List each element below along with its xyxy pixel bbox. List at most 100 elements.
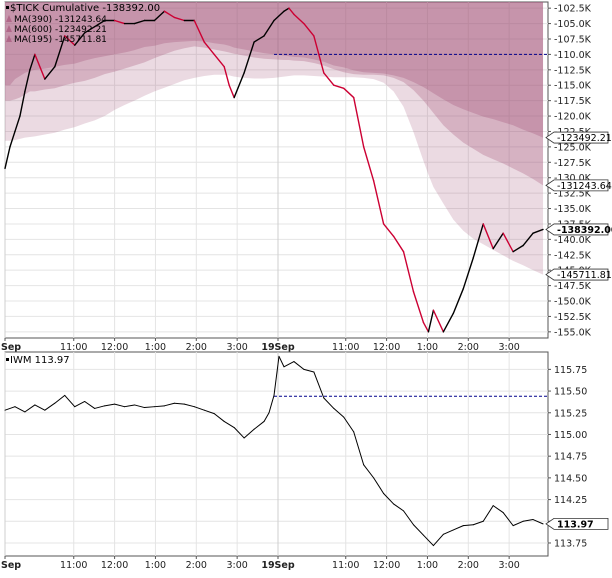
title-marker — [6, 6, 9, 9]
price-segment — [84, 400, 96, 409]
y-tick-label: 115.25 — [554, 408, 587, 419]
legend-entry: MA(195) -145711.81 — [14, 35, 107, 45]
price-segment — [273, 10, 285, 22]
title-marker — [6, 358, 9, 361]
x-tick-label: Sep — [1, 342, 21, 353]
y-tick-label: 113.75 — [554, 538, 587, 549]
x-tick-label: 12:00 — [373, 560, 400, 571]
price-segment — [472, 520, 484, 526]
x-tick-label: 11:00 — [332, 560, 359, 571]
price-segment — [293, 361, 305, 370]
x-tick-label: 12:00 — [101, 342, 128, 353]
last-value-label: -123492.21 — [557, 133, 612, 144]
legend-swatch — [6, 25, 12, 32]
x-tick-label: 11:00 — [60, 342, 87, 353]
price-segment — [163, 402, 175, 407]
price-segment — [333, 84, 345, 90]
last-value-box — [545, 131, 609, 144]
x-tick-label: 1:00 — [417, 560, 438, 571]
price-segment — [278, 355, 285, 368]
price-segment — [173, 16, 186, 22]
y-tick-label: -115.0K — [554, 81, 592, 92]
y-tick-label: -110.0K — [554, 50, 592, 61]
x-tick-label: 3:00 — [498, 342, 519, 353]
price-segment — [403, 510, 414, 526]
x-tick-label: 11:00 — [332, 342, 359, 353]
price-segment — [293, 13, 305, 25]
price-segment — [323, 72, 335, 86]
price-segment — [392, 235, 405, 253]
price-segment — [452, 525, 464, 531]
price-segment — [44, 66, 56, 80]
y-tick-label: -112.5K — [554, 65, 592, 76]
y-tick-label: -102.5K — [554, 4, 592, 15]
price-segment — [4, 406, 16, 411]
price-segment — [134, 404, 145, 409]
x-tick-label: 3:00 — [498, 560, 519, 571]
last-value-label: 113.97 — [557, 519, 594, 530]
price-segment — [492, 505, 504, 514]
price-segment — [442, 312, 455, 333]
price-segment — [203, 409, 215, 415]
price-segment — [24, 404, 36, 413]
price-segment — [512, 520, 524, 527]
price-segment — [143, 406, 155, 409]
ma-band-ma195 — [5, 2, 544, 275]
y-tick-label: -152.5K — [554, 312, 592, 323]
price-segment — [333, 407, 345, 418]
x-tick-label: 1:00 — [145, 342, 166, 353]
price-segment — [402, 250, 415, 293]
price-segment — [363, 464, 375, 479]
price-segment — [243, 41, 255, 74]
x-tick-label: 12:00 — [373, 342, 400, 353]
price-segment — [228, 84, 235, 99]
price-segment — [382, 223, 395, 237]
price-segment — [34, 53, 46, 80]
price-segment — [64, 394, 76, 408]
price-segment — [522, 519, 534, 522]
price-segment — [243, 428, 255, 439]
last-value-box — [545, 268, 609, 281]
price-segment — [14, 115, 21, 133]
legend-entry: MA(390) -131243.64 — [14, 15, 107, 25]
y-tick-label: 115.00 — [554, 430, 587, 441]
x-tick-label: 2:00 — [186, 342, 207, 353]
price-segment — [412, 291, 425, 324]
price-segment — [522, 232, 534, 247]
panel-top: -102.5K -105.0K -107.5K -110.0K -112.5K -115.… — [1, 1, 612, 353]
price-segment — [193, 19, 205, 43]
last-value-label: -145711.81 — [557, 270, 612, 281]
price-segment — [288, 7, 295, 16]
last-value-label: -131243.64 — [557, 181, 612, 192]
price-segment — [412, 524, 424, 536]
price-segment — [373, 477, 385, 494]
price-segment — [213, 413, 225, 422]
price-segment — [283, 7, 290, 12]
price-segment — [427, 309, 435, 333]
price-segment — [383, 492, 395, 505]
price-segment — [268, 394, 275, 414]
y-tick-label: -105.0K — [554, 19, 592, 30]
price-segment — [84, 25, 96, 34]
y-tick-label: -120.0K — [554, 112, 592, 123]
last-value-box — [545, 223, 609, 236]
price-segment — [532, 519, 544, 525]
x-tick-label: Sep — [1, 560, 21, 571]
price-segment — [472, 223, 484, 259]
price-segment — [532, 228, 544, 234]
price-segment — [313, 35, 325, 74]
plot-frame — [4, 1, 549, 339]
y-tick-label: -132.5K — [554, 189, 592, 200]
price-segment — [64, 35, 76, 46]
price-segment — [353, 96, 365, 148]
price-segment — [14, 406, 26, 413]
last-value-box — [545, 179, 609, 192]
y-tick-label: -125.0K — [554, 142, 592, 153]
x-tick-label: 1:00 — [417, 342, 438, 353]
price-segment — [114, 403, 126, 408]
price-segment — [253, 420, 265, 430]
y-tick-label: 114.50 — [554, 473, 587, 484]
panel-bottom: 113.75114.00114.25114.50114.75115.00115.… — [1, 351, 609, 571]
price-segment — [303, 22, 315, 37]
